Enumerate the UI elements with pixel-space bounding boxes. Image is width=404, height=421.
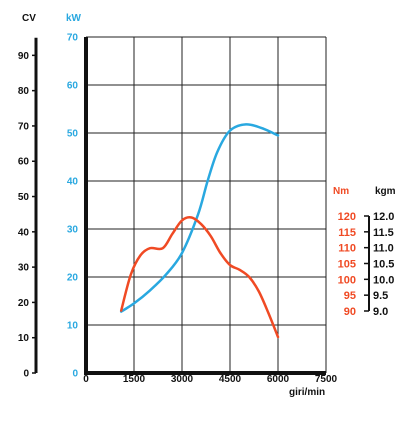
kw-tick-label: 40 xyxy=(67,177,79,188)
kw-axis-title: kW xyxy=(66,13,82,24)
kw-tick-label: 10 xyxy=(67,321,79,332)
kw-tick-label: 50 xyxy=(67,129,79,140)
nm-tick-label: 95 xyxy=(344,290,356,302)
x-tick-label: 0 xyxy=(83,374,89,385)
x-tick-label: 4500 xyxy=(219,374,242,385)
cv-tick-label: 80 xyxy=(18,86,30,97)
x-tick-label: 3000 xyxy=(171,374,194,385)
kgm-tick-label: 9.5 xyxy=(373,290,388,302)
kw-tick-label: 0 xyxy=(72,369,78,380)
grid xyxy=(86,36,327,373)
x-tick-label: 7500 xyxy=(315,374,338,385)
cv-tick-labels: 0 10 20 30 40 50 60 70 80 90 xyxy=(18,51,36,380)
kw-tick-label: 20 xyxy=(67,273,79,284)
nm-tick-label: 105 xyxy=(338,259,356,271)
cv-tick-label: 0 xyxy=(23,369,29,380)
kgm-tick-labels: 12.0 11.5 11.0 10.5 10.0 9.5 9.0 xyxy=(364,211,394,318)
axes xyxy=(34,37,370,375)
cv-tick-label: 10 xyxy=(18,333,30,344)
kgm-tick-label: 10.5 xyxy=(373,259,394,271)
kgm-tick-label: 9.0 xyxy=(373,306,388,318)
cv-tick-label: 40 xyxy=(18,227,30,238)
x-tick-label: 1500 xyxy=(123,374,146,385)
x-tick-label: 6000 xyxy=(267,374,290,385)
nm-axis-title: Nm xyxy=(333,186,349,197)
cv-axis-title: CV xyxy=(22,13,36,24)
x-axis-title: giri/min xyxy=(289,387,325,398)
kw-tick-label: 30 xyxy=(67,225,79,236)
nm-tick-labels: 120 115 110 105 100 95 90 xyxy=(338,211,356,318)
series-group xyxy=(119,123,280,339)
x-tick-labels: 0 1500 3000 4500 6000 7500 xyxy=(83,374,337,385)
nm-tick-label: 110 xyxy=(338,243,356,255)
cv-tick-label: 30 xyxy=(18,263,30,274)
kw-tick-labels: 0 10 20 30 40 50 60 70 xyxy=(67,33,79,380)
cv-tick-label: 90 xyxy=(18,51,30,62)
nm-tick-label: 115 xyxy=(338,227,356,239)
kw-tick-label: 70 xyxy=(67,33,79,44)
cv-tick-label: 50 xyxy=(18,192,30,203)
power-curve xyxy=(119,123,280,313)
cv-tick-label: 60 xyxy=(18,157,30,168)
kgm-tick-label: 11.5 xyxy=(373,227,394,239)
kgm-tick-label: 10.0 xyxy=(373,274,394,286)
nm-tick-label: 90 xyxy=(344,306,356,318)
kgm-tick-label: 12.0 xyxy=(373,211,394,223)
nm-tick-label: 120 xyxy=(338,211,356,223)
cv-tick-label: 20 xyxy=(18,298,30,309)
kgm-tick-label: 11.0 xyxy=(373,243,394,255)
torque-curve xyxy=(119,216,280,339)
kw-tick-label: 60 xyxy=(67,81,79,92)
kgm-axis-title: kgm xyxy=(375,186,396,197)
nm-tick-label: 100 xyxy=(338,274,356,286)
cv-tick-label: 70 xyxy=(18,121,30,132)
